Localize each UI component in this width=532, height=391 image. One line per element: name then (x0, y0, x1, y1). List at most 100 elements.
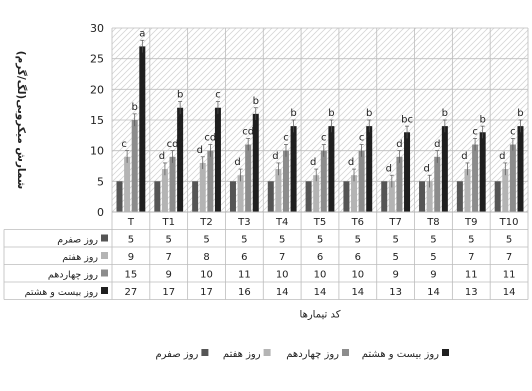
bar (275, 169, 282, 212)
table-series-name: روز چهاردهم (48, 270, 98, 281)
significance-letter: a (139, 28, 145, 39)
y-axis-title: شمارش میکروبی(لگ/گرم) (15, 51, 28, 189)
table-cell-value: 10 (276, 270, 289, 281)
table-series-name: روز هفتم (62, 252, 98, 263)
table-cell-value: 5 (392, 235, 398, 246)
significance-letter: d (499, 151, 505, 162)
bar (366, 126, 373, 212)
bar (237, 175, 244, 212)
significance-letter: c (215, 90, 221, 101)
significance-letter: d (461, 151, 467, 162)
table-cell-value: 9 (392, 270, 398, 281)
legend-label: روز هفتم (223, 349, 261, 360)
table-cell-value: 5 (203, 235, 209, 246)
x-tick-label: T5 (313, 217, 326, 228)
x-tick-label: T2 (199, 217, 212, 228)
table-cell-value: 11 (465, 270, 478, 281)
significance-letter: cd (242, 127, 254, 138)
significance-letter: b (442, 108, 448, 119)
significance-letter: cd (204, 133, 216, 144)
y-tick-label: 10 (90, 145, 104, 158)
bar (305, 181, 312, 212)
y-tick-label: 20 (90, 83, 104, 96)
x-tick-label: T9 (464, 217, 477, 228)
table-cell-value: 5 (430, 252, 436, 263)
table-cell-value: 5 (506, 235, 512, 246)
significance-letter: d (348, 157, 354, 168)
bar (358, 150, 365, 212)
table-cell-value: 14 (351, 287, 364, 298)
significance-letter: b (290, 108, 296, 119)
bar (388, 181, 395, 212)
table-cell-value: 10 (200, 270, 213, 281)
bar (154, 181, 161, 212)
bar (404, 132, 411, 212)
significance-letter: b (517, 108, 523, 119)
table-cell-value: 14 (427, 287, 440, 298)
bar (351, 175, 358, 212)
table-legend-key (101, 287, 108, 294)
bar (517, 126, 524, 212)
significance-letter: bc (401, 114, 413, 125)
significance-letter: d (386, 163, 392, 174)
table-series-name: روز بیست و هشتم (25, 287, 99, 298)
x-tick-label: T10 (499, 217, 519, 228)
table-cell-value: 14 (276, 287, 289, 298)
significance-letter: b (253, 96, 259, 107)
bar (320, 150, 327, 212)
table-series-name: روز صفرم (57, 235, 98, 246)
table-cell-value: 17 (162, 287, 175, 298)
bar (207, 150, 214, 212)
table-cell-value: 6 (241, 252, 247, 263)
legend-key (201, 349, 209, 356)
bar (267, 181, 274, 212)
bar (419, 181, 426, 212)
table-cell-value: 11 (238, 270, 251, 281)
table-cell-value: 6 (317, 252, 323, 263)
x-tick-label: T7 (388, 217, 401, 228)
bar (456, 181, 463, 212)
table-cell-value: 27 (125, 287, 138, 298)
bar (139, 46, 146, 213)
bar (328, 126, 335, 212)
table-cell-value: 17 (200, 287, 213, 298)
table-cell-value: 10 (351, 270, 364, 281)
bar (479, 132, 486, 212)
legend-label: روز صفرم (155, 349, 198, 360)
significance-letter: b (177, 90, 183, 101)
bar (131, 120, 138, 212)
y-tick-label: 5 (97, 175, 104, 188)
y-tick-label: 15 (90, 114, 104, 127)
x-axis-title: کد تیمارها (300, 310, 341, 321)
legend-key (342, 349, 349, 356)
significance-letter: b (366, 108, 372, 119)
table-cell-value: 5 (166, 235, 172, 246)
table-cell-value: 5 (317, 235, 323, 246)
significance-letter: c (121, 139, 127, 150)
bar (343, 181, 350, 212)
table-cell-value: 14 (503, 287, 516, 298)
table-cell-value: 5 (279, 235, 285, 246)
table-cell-value: 9 (166, 270, 172, 281)
table-cell-value: 15 (125, 270, 138, 281)
significance-letter: d (396, 139, 402, 150)
y-tick-label: 25 (90, 53, 104, 66)
significance-letter: b (479, 114, 485, 125)
table-cell-value: 7 (468, 252, 474, 263)
x-tick-label: T8 (426, 217, 439, 228)
table-cell-value: 11 (503, 270, 516, 281)
table-legend-key (101, 234, 108, 242)
significance-letter: d (310, 157, 316, 168)
significance-letter: c (359, 133, 365, 144)
bar (192, 181, 199, 212)
significance-letter: b (132, 102, 138, 113)
bar (169, 156, 176, 212)
table-legend-key (101, 269, 108, 277)
table-cell-value: 5 (392, 252, 398, 263)
table-cell-value: 7 (506, 252, 512, 263)
bar (464, 169, 471, 212)
table-cell-value: 5 (430, 235, 436, 246)
table-cell-value: 14 (314, 287, 327, 298)
significance-letter: d (159, 151, 165, 162)
